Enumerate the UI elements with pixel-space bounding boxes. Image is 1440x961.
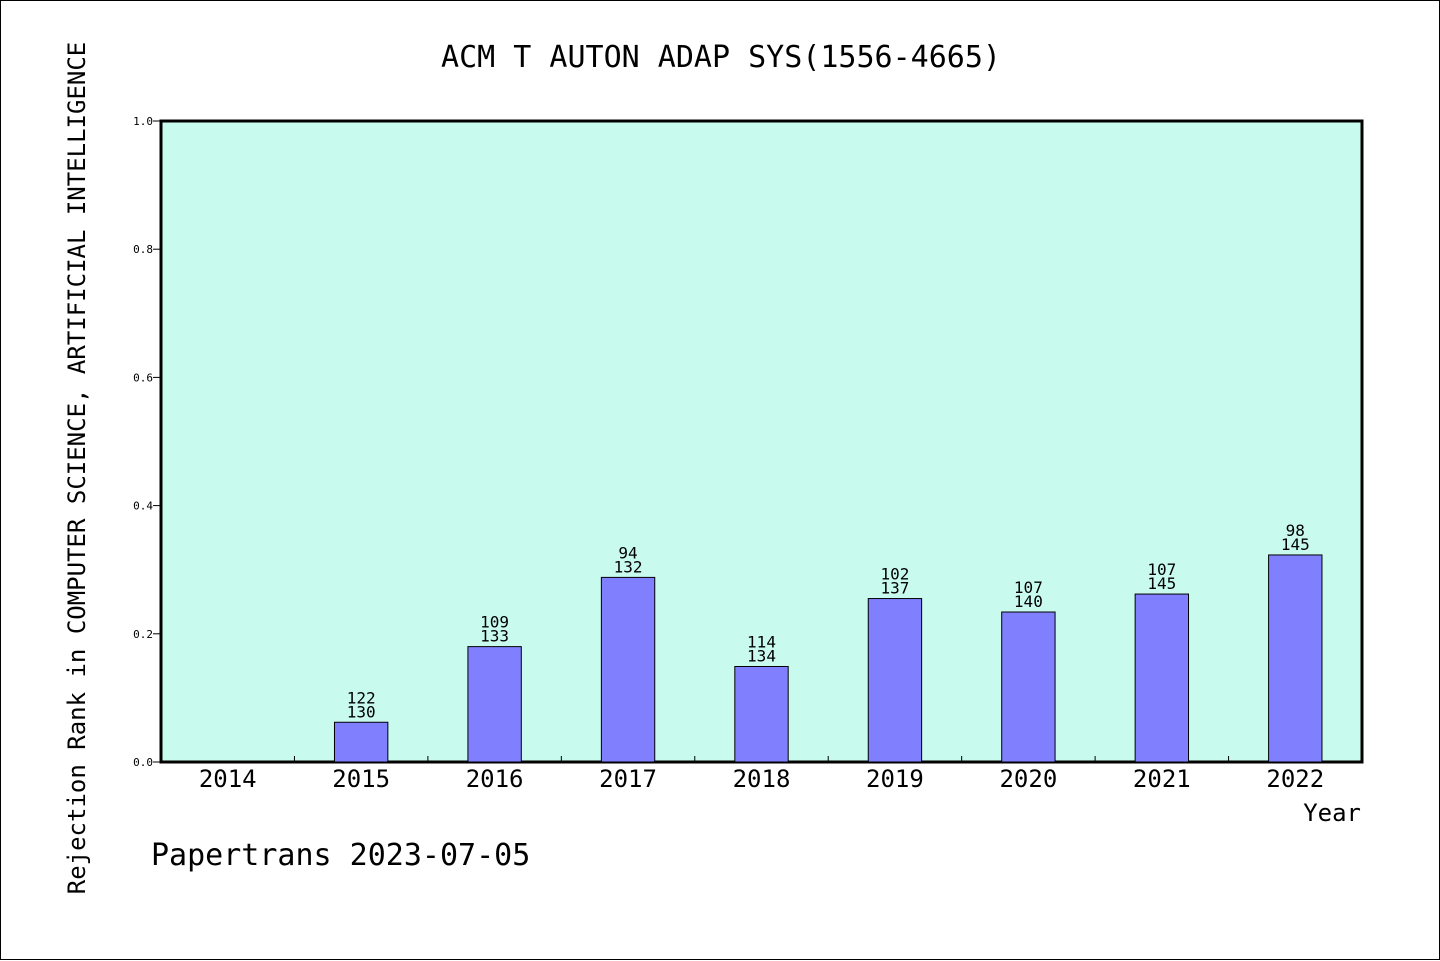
x-tick-label: 2018 (733, 765, 791, 793)
bar-total-label: 140 (1014, 592, 1043, 611)
bars (333, 554, 1323, 763)
bar-2018 (734, 665, 789, 763)
y-tick-label: 0.0 (133, 756, 153, 769)
x-tick-label: 2020 (999, 765, 1057, 793)
bar-rank-label: 114 (747, 632, 776, 651)
bar-rank-label: 98 (1286, 521, 1305, 540)
x-tick-label: 2017 (599, 765, 657, 793)
bar-rank-label: 122 (347, 688, 376, 707)
bar-total-label: 145 (1147, 574, 1176, 593)
bar-total-label: 145 (1281, 535, 1310, 554)
bar-rank-label: 94 (618, 543, 637, 562)
chart-title: ACM T AUTON ADAP SYS(1556-4665) (441, 40, 1001, 75)
axis-ticks: 0.0 0.2 0.4 0.6 0.8 1.0 2014 2015 2016 2017 2018 20… (133, 115, 1324, 793)
x-tick-label: 2016 (466, 765, 524, 793)
bar-total-label: 132 (614, 557, 643, 576)
bar-total-label: 134 (747, 646, 776, 665)
bar-total-label: 137 (880, 579, 909, 598)
x-tick-label: 2015 (332, 765, 390, 793)
bar-2015 (333, 721, 389, 763)
bar-rank-label: 107 (1014, 578, 1043, 597)
bar-2022 (1268, 554, 1323, 763)
x-tick-label: 2021 (1133, 765, 1191, 793)
bar-2020 (1001, 611, 1056, 763)
bar-2021 (1134, 593, 1190, 763)
bar-rank-label: 107 (1147, 560, 1176, 579)
bar-rank-label: 109 (480, 613, 509, 632)
x-axis-label: Year (1303, 799, 1361, 827)
bar-rank-label: 102 (880, 565, 909, 584)
bar-2019 (867, 598, 923, 763)
y-tick-label: 0.6 (133, 371, 153, 384)
footer-text: Papertrans 2023-07-05 (151, 838, 530, 873)
x-tick-label: 2019 (866, 765, 924, 793)
y-tick-label: 0.2 (133, 628, 153, 641)
bar-total-label: 130 (347, 702, 376, 721)
y-tick-label: 0.4 (133, 500, 153, 513)
y-tick-label: 0.8 (133, 243, 153, 256)
bar-2017 (600, 576, 656, 763)
y-tick-label: 1.0 (133, 115, 153, 128)
bar-total-label: 133 (480, 627, 509, 646)
x-tick-label: 2014 (199, 765, 257, 793)
x-tick-label: 2022 (1266, 765, 1324, 793)
y-axis-label: Rejection Rank in COMPUTER SCIENCE, ARTI… (63, 42, 91, 895)
bar-2016 (467, 646, 522, 763)
